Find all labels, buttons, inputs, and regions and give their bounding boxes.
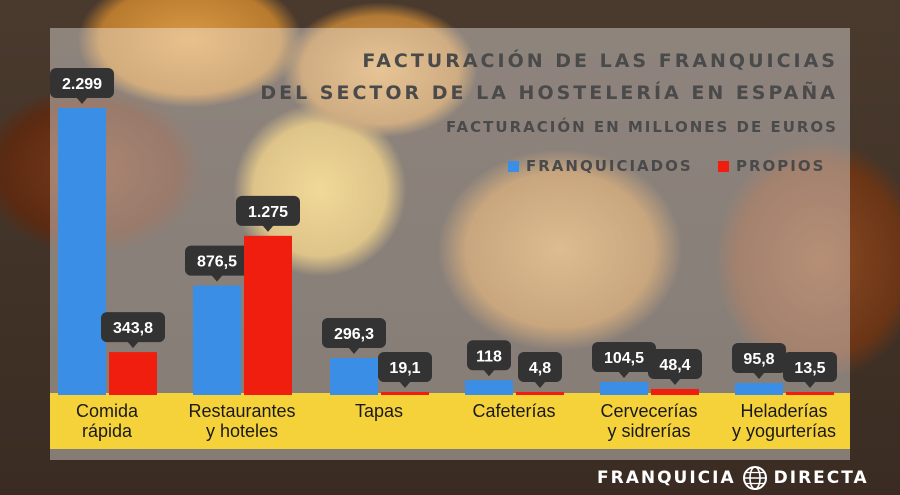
data-label-1-0: 343,8 [113, 320, 153, 337]
bar-0-5 [735, 383, 783, 395]
data-label-1-1: 1.275 [248, 204, 288, 221]
data-label-bubble-0-3 [467, 340, 511, 371]
data-label-bubble-1-4 [648, 348, 702, 379]
bar-0-1 [193, 285, 241, 395]
bar-1-5 [786, 392, 834, 395]
bar-1-1 [244, 235, 292, 395]
data-label-0-2: 296,3 [334, 326, 374, 343]
data-label-0-5: 95,8 [743, 351, 774, 368]
data-label-1-2: 19,1 [389, 360, 420, 377]
data-label-bubble-1-0 [101, 312, 165, 343]
data-label-pointer-0-3 [483, 369, 495, 377]
data-label-0-3: 118 [476, 348, 502, 365]
bar-1-2 [381, 392, 429, 395]
data-label-bubble-1-2 [378, 352, 432, 382]
category-band [50, 393, 850, 449]
chart-subtitle: FACTURACIÓN EN MILLONES DE EUROS [446, 118, 838, 136]
data-label-bubble-0-1 [185, 245, 249, 276]
data-label-bubble-1-3 [518, 352, 562, 382]
chart-title-line2: DEL SECTOR DE LA HOSTELERÍA EN ESPAÑA [260, 82, 838, 104]
category-label-4: Cervecerías y sidrerías [600, 401, 698, 441]
data-label-bubble-0-5 [732, 343, 786, 374]
data-label-bubble-0-2 [322, 318, 386, 349]
category-label-0: Comida rápida [75, 401, 139, 441]
data-label-bubble-0-4 [592, 341, 656, 372]
bar-1-4 [651, 388, 699, 395]
legend-item-propios: PROPIOS [718, 157, 825, 175]
data-label-1-5: 13,5 [794, 360, 825, 377]
data-label-bubble-0-0 [50, 68, 114, 98]
legend-swatch-franquiciados [508, 160, 519, 172]
data-label-0-1: 876,5 [197, 254, 237, 271]
globe-icon [742, 466, 767, 490]
data-label-bubble-1-1 [236, 195, 300, 226]
data-label-0-0: 2.299 [62, 76, 102, 93]
chart-title-line1: FACTURACIÓN DE LAS FRANQUICIAS [362, 50, 838, 72]
data-label-pointer-1-3 [534, 381, 546, 388]
data-label-pointer-1-0 [127, 341, 139, 349]
category-label-3: Cafeterías [472, 401, 556, 421]
data-label-pointer-0-2 [348, 347, 360, 355]
data-label-bubble-1-5 [783, 352, 837, 382]
bar-1-0 [109, 352, 157, 395]
data-label-pointer-0-1 [211, 274, 223, 282]
legend-label-franquiciados: FRANQUICIADOS [526, 157, 693, 175]
bar-1-3 [516, 392, 564, 395]
logo-text-right: DIRECTA [773, 468, 869, 488]
legend-swatch-propios [718, 160, 729, 172]
data-label-pointer-1-2 [399, 381, 411, 388]
legend-item-franquiciados: FRANQUICIADOS [508, 157, 693, 175]
data-label-pointer-1-5 [804, 381, 816, 388]
bar-0-2 [330, 358, 378, 395]
data-label-pointer-1-1 [262, 224, 274, 232]
logo-text-left: FRANQUICIA [597, 468, 736, 488]
data-label-1-3: 4,8 [529, 360, 551, 377]
bar-0-4 [600, 381, 648, 395]
bar-0-0 [58, 108, 106, 395]
data-label-1-4: 48,4 [659, 357, 690, 374]
chart-panel [50, 28, 850, 460]
category-label-1: Restaurantes y hoteles [188, 401, 296, 441]
category-label-5: Heladerías y yogurterías [731, 401, 837, 441]
data-label-0-4: 104,5 [604, 350, 644, 367]
category-label-2: Tapas [354, 401, 404, 421]
legend-label-propios: PROPIOS [736, 157, 826, 175]
data-label-pointer-0-5 [753, 372, 765, 380]
data-label-pointer-0-0 [76, 97, 88, 104]
bar-0-3 [465, 380, 513, 395]
brand-logo: FRANQUICIA DIRECTA [597, 465, 869, 491]
data-label-pointer-1-4 [669, 377, 681, 385]
data-label-pointer-0-4 [618, 370, 630, 378]
